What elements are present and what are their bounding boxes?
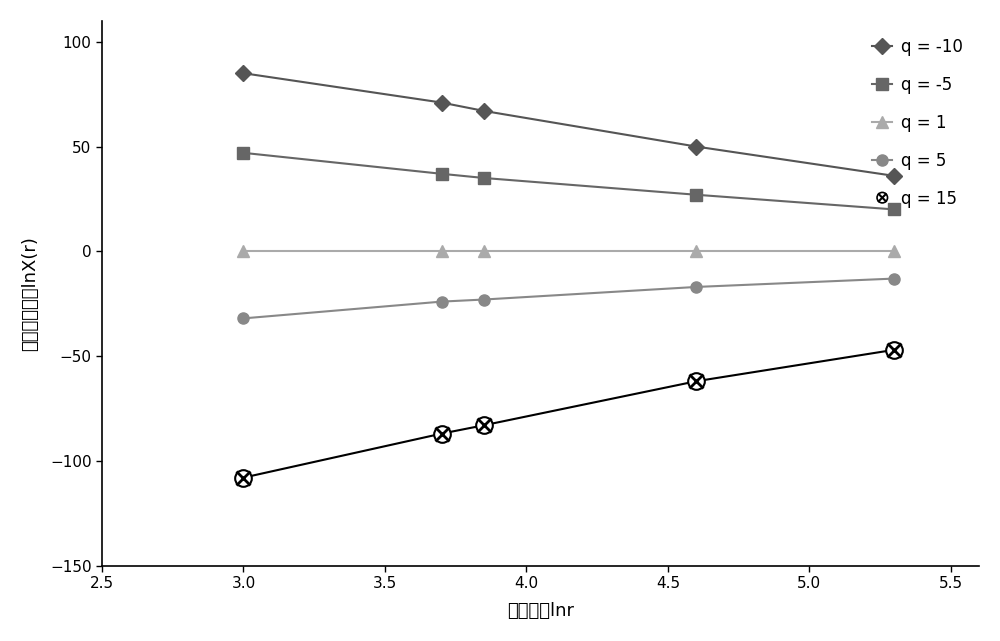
X-axis label: 尺度对数lnr: 尺度对数lnr — [507, 602, 574, 620]
Legend: q = -10, q = -5, q = 1, q = 5, q = 15: q = -10, q = -5, q = 1, q = 5, q = 15 — [864, 29, 971, 216]
Y-axis label: 配分函数对数lnX(r): 配分函数对数lnX(r) — [21, 236, 39, 351]
